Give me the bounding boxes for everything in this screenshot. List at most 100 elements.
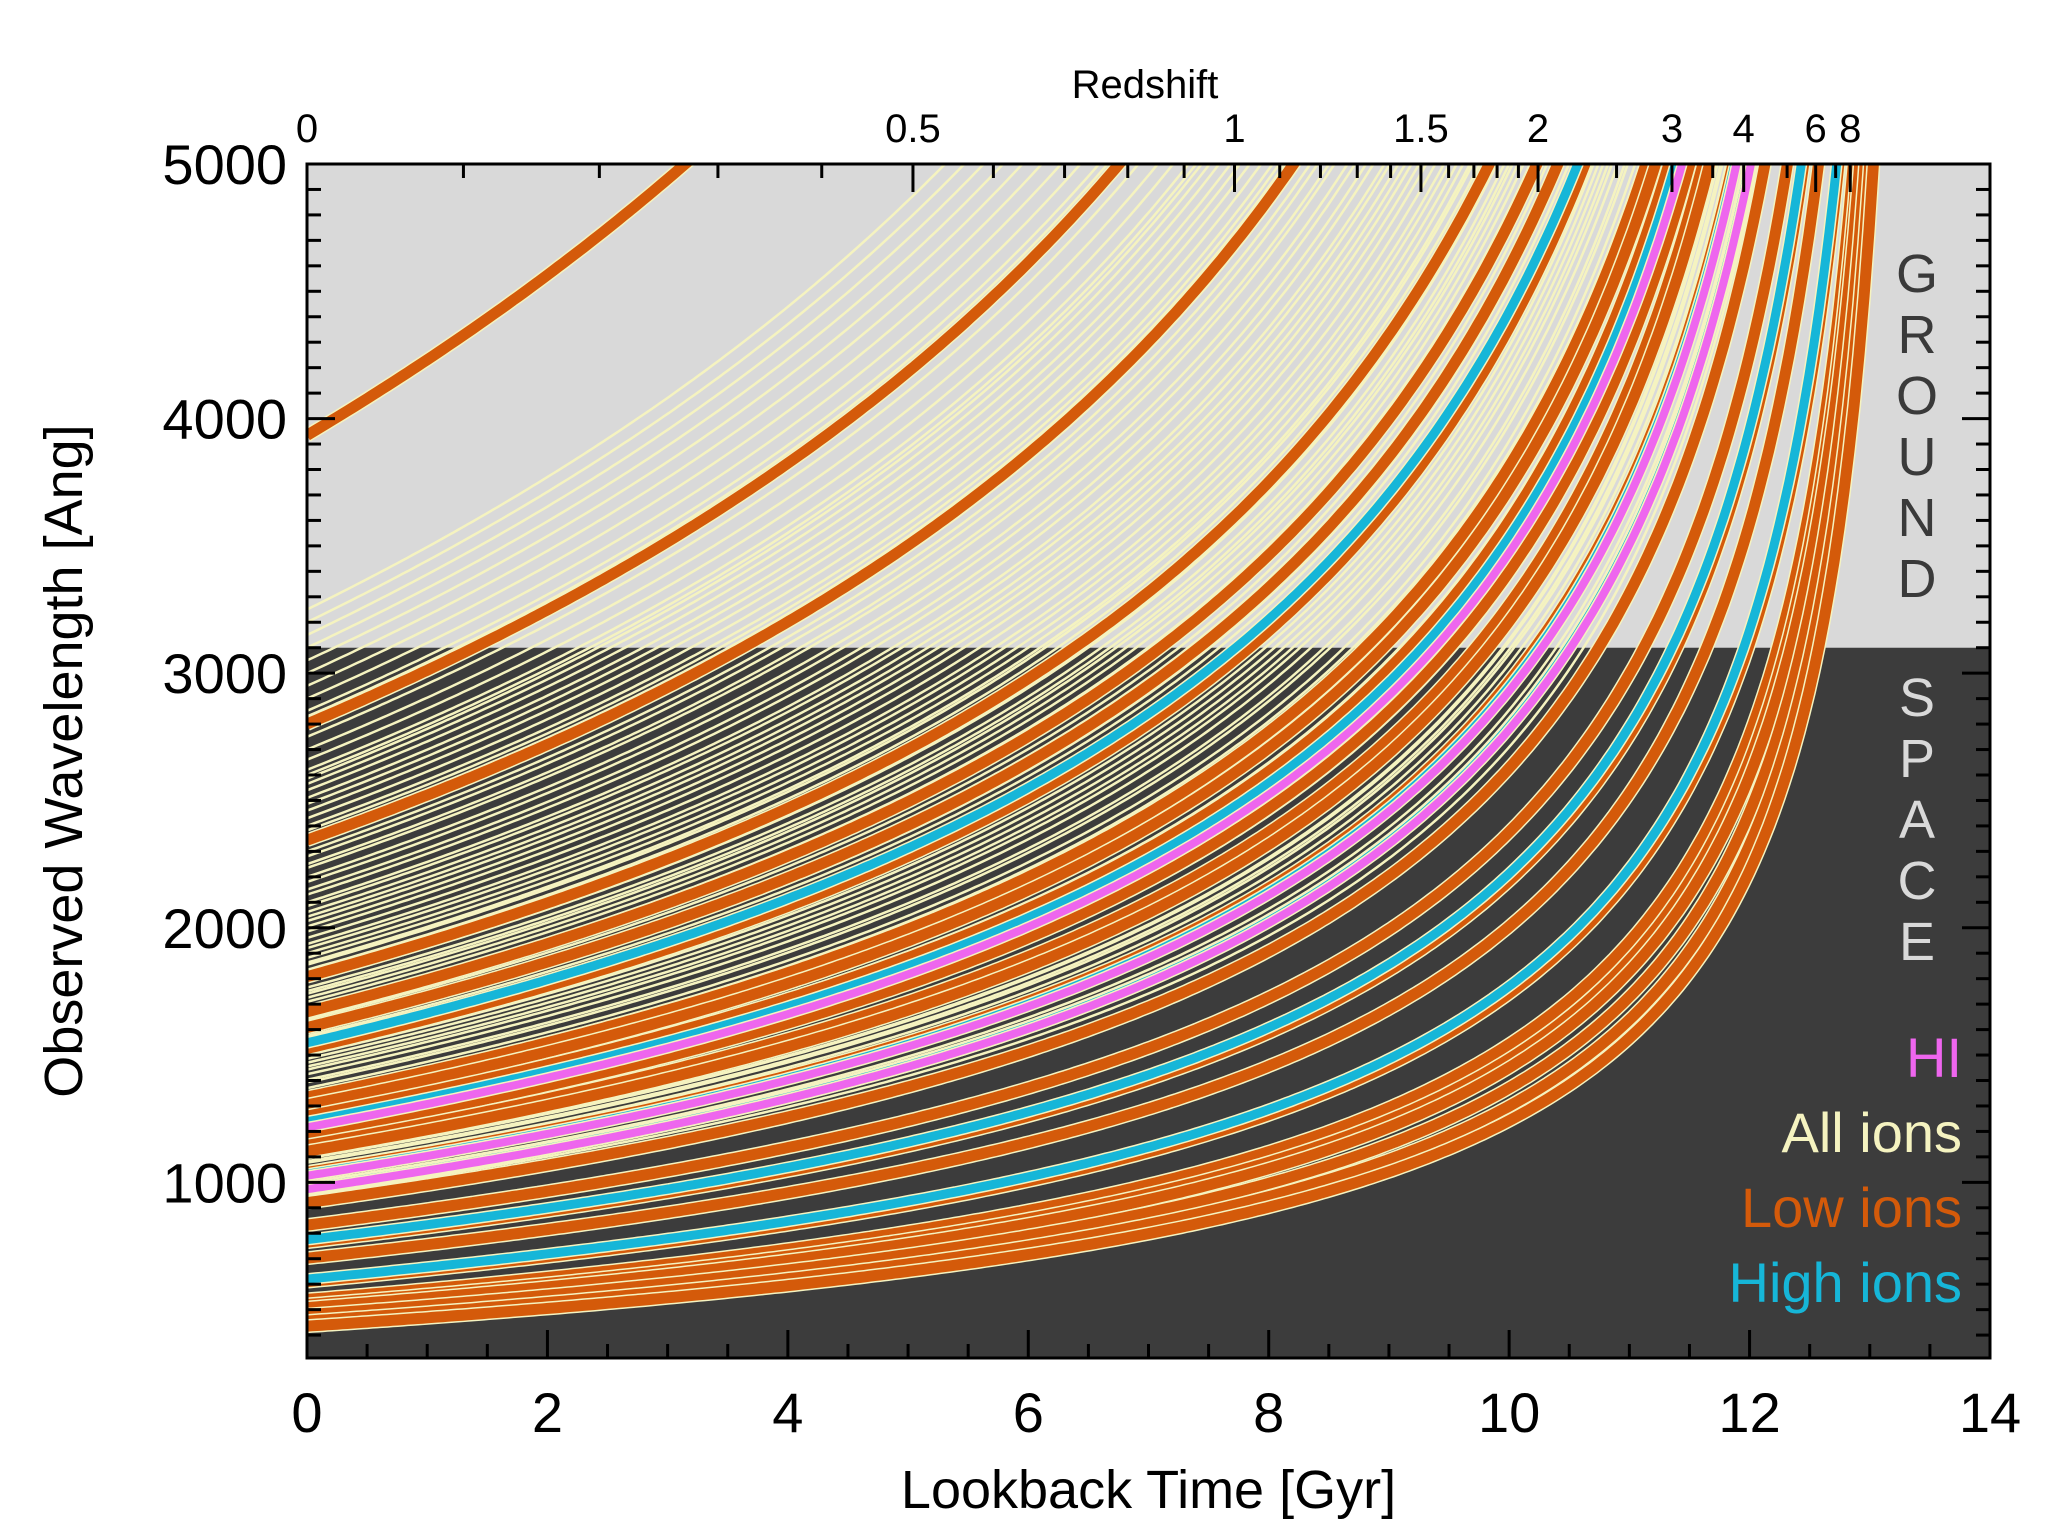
curve-all-ions-1960 [307, 164, 1437, 940]
curve-low-ions-480 [307, 164, 1871, 1321]
y-tick-label: 4000 [162, 388, 287, 451]
curve-all-ions-3100 [307, 164, 1005, 649]
curve-all-ions-1443 [307, 164, 1614, 1071]
curve-all-ions-2100 [307, 164, 1386, 904]
ground-label-letter: D [1898, 549, 1937, 609]
z-tick-label: 6 [1805, 107, 1827, 151]
x-tick-label: 0 [291, 1381, 322, 1444]
z-tick-label: 0 [296, 107, 318, 151]
y-tick-label: 5000 [162, 133, 287, 196]
curve-low-ions-435 [307, 164, 1879, 1332]
curve-all-ions-1863 [307, 164, 1472, 964]
curve-low-ions-2800 [307, 164, 1127, 730]
z-tick-label: 0.5 [885, 107, 941, 151]
ground-label-letter: N [1898, 488, 1937, 548]
space-label-letter: A [1899, 790, 1935, 850]
curve-all-ions-2460 [307, 164, 1252, 812]
curve-all-ions-2200 [307, 164, 1350, 878]
curve-high-ions-620 [307, 164, 1842, 1284]
ground-label-letter: U [1898, 427, 1937, 487]
curve-all-ions-2043 [307, 164, 1407, 918]
curve-low-ions-1335 [307, 164, 1652, 1103]
legend-low-ions: Low ions [1741, 1176, 1962, 1239]
z-tick-label: 8 [1839, 107, 1861, 151]
x-tick-label: 6 [1013, 1381, 1044, 1444]
x-tick-label: 4 [772, 1381, 803, 1444]
curve-all-ions-1765 [307, 164, 1506, 989]
z-tick-label: 4 [1733, 107, 1755, 151]
space-label-letter: S [1899, 668, 1935, 728]
curve-high-ions-1238 [307, 164, 1681, 1127]
curve-all-ions-2026 [307, 164, 1413, 923]
curve-low-ions-1526 [307, 164, 1591, 1054]
curve-all-ions-1470 [307, 164, 1605, 1064]
curve-all-ions-1403 [307, 164, 1626, 1081]
ground-label-letter: G [1896, 244, 1938, 304]
ground-label-letter: R [1898, 305, 1937, 365]
x-tick-label: 8 [1253, 1381, 1284, 1444]
curve-all-ions-1835 [307, 164, 1482, 972]
curve-all-ions-3150 [307, 164, 986, 637]
curve-all-ions-1855 [307, 164, 1475, 966]
x-tick-label: 10 [1478, 1381, 1540, 1444]
curve-all-ions-2700 [307, 164, 1160, 751]
curve-low-ions-1122 [307, 164, 1716, 1157]
curve-all-ions-1725 [307, 164, 1520, 1000]
ground-label-letter: O [1896, 366, 1938, 426]
curve-all-ions-2750 [307, 164, 1141, 738]
curve-all-ions-2830 [307, 164, 1110, 718]
curve-all-ions-2180 [307, 164, 1357, 884]
y-tick-label: 3000 [162, 642, 287, 705]
curve-all-ions-1393 [307, 164, 1630, 1084]
curve-all-ions-3000 [307, 164, 1044, 675]
curve-low-ions-832 [307, 164, 1793, 1231]
curve-all-ions-3050 [307, 164, 1025, 662]
curve-all-ions-1077 [307, 164, 1724, 1164]
curves-layer [307, 164, 1881, 1334]
z-tick-label: 1 [1223, 107, 1245, 151]
curve-all-ions-1485 [307, 164, 1600, 1061]
curve-all-ions-1741 [307, 164, 1514, 995]
x-tick-label: 2 [532, 1381, 563, 1444]
curve-all-ions-2150 [307, 164, 1368, 891]
space-label-letter: P [1899, 729, 1935, 789]
curve-all-ions-3200 [307, 164, 967, 624]
z-tick-label: 3 [1661, 107, 1683, 151]
curve-low-ions-1260 [307, 164, 1675, 1122]
curve-all-ions-2950 [307, 164, 1063, 688]
curve-all-ions-1709 [307, 164, 1525, 1004]
curve-low-ions-508 [307, 164, 1866, 1314]
curve-all-ions-2130 [307, 164, 1375, 896]
curve-all-ions-2510 [307, 164, 1233, 800]
top-axis-title: Redshift [1072, 63, 1219, 107]
curve-all-ions-2300 [307, 164, 1312, 853]
curve-low-ions-1670 [307, 164, 1543, 1018]
curve-low-ions-1190 [307, 164, 1696, 1140]
curve-all-ions-1920 [307, 164, 1452, 950]
space-label-letter: E [1899, 912, 1935, 972]
curve-all-ions-2565 [307, 164, 1212, 786]
curve-low-ions-702 [307, 164, 1825, 1264]
curve-all-ions-2540 [307, 164, 1221, 792]
space-label-letter: C [1898, 851, 1937, 911]
curve-all-ions-2900 [307, 164, 1083, 700]
curve-all-ions-2430 [307, 164, 1263, 820]
curve-all-ions-1900 [307, 164, 1459, 955]
curve-all-ions-1936 [307, 164, 1446, 946]
curve-high-ions-775 [307, 164, 1806, 1245]
curve-low-ions-1808 [307, 164, 1496, 982]
z-tick-label: 1.5 [1393, 107, 1449, 151]
x-tick-label: 14 [1959, 1381, 2021, 1444]
curve-all-ions-2250 [307, 164, 1331, 866]
curve-all-ions-1751 [307, 164, 1511, 993]
curve-all-ions-2382 [307, 164, 1281, 832]
curve-low-ions-2344 [307, 164, 1301, 846]
curve-all-ions-2085 [307, 164, 1392, 908]
curve-all-ions-2852 [307, 164, 1101, 712]
curve-all-ions-1425 [307, 164, 1620, 1076]
legend-high-ions: High ions [1729, 1251, 1962, 1314]
y-tick-label: 2000 [162, 897, 287, 960]
